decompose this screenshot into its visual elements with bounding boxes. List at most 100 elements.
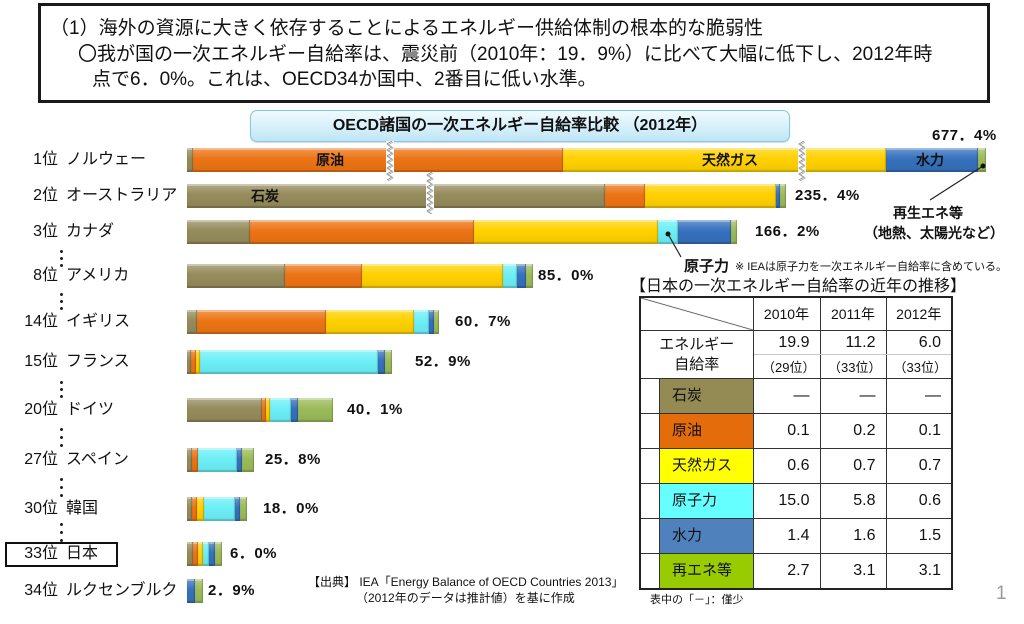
source-label-cell: 石炭: [639, 378, 754, 414]
bar-segment-oil: [190, 350, 196, 374]
rank-label: 20位: [24, 401, 58, 418]
bar-segment-coal: [187, 264, 286, 288]
ellipsis-dot: [60, 539, 63, 542]
bar-segment-coal: [187, 448, 192, 472]
table-corner-cell: [639, 296, 754, 331]
bar-segment-coal: [187, 542, 193, 566]
bar-segment-hydro: [187, 579, 195, 603]
renewables-callout-sublabel: （地熱、太陽光など）: [864, 225, 1004, 241]
bar-segment-gas: [198, 542, 204, 566]
ellipsis-dot: [60, 293, 63, 296]
bar-total-label: 235．4%: [795, 187, 860, 204]
bar-segment-hydro: [237, 448, 243, 472]
nuclear-callout-label: 原子力: [684, 258, 730, 275]
bar-segment-hydro: [291, 398, 299, 422]
ellipsis-dot: [60, 531, 63, 534]
axis-break-mark: [386, 140, 394, 182]
bar-segment-oil: [604, 184, 645, 208]
rank-label: 3位: [33, 223, 58, 240]
summary-text-line: 点で6．0%。これは、OECD34か国中、2番目に低い水準。: [92, 69, 597, 90]
country-label: フランス: [66, 353, 130, 370]
ellipsis-dot: [60, 478, 63, 481]
rank-label: 15位: [24, 353, 58, 370]
self-sufficiency-rank: （33位）: [819, 354, 887, 379]
table-title: 【日本の一次エネルギー自給率の近年の推移】: [630, 278, 967, 295]
bar-segment-renewables: [215, 542, 222, 566]
bar-segment-renewables: [526, 264, 533, 288]
source-citation: 【出典】 IEA「Energy Balance of OECD Countrie…: [308, 575, 624, 589]
bar-segment-gas: [474, 220, 659, 244]
bar-segment-hydro: [885, 148, 978, 172]
rank-label: 14位: [24, 313, 58, 330]
ellipsis-dot: [60, 494, 63, 497]
bar-segment-gas: [266, 398, 270, 422]
self-sufficiency-label-line2: 自給率: [674, 355, 720, 373]
table-value-cell: 1.4: [752, 518, 821, 554]
country-label: 韓国: [66, 500, 99, 517]
bar-segment-coal: [187, 310, 197, 334]
table-value-cell: —: [819, 378, 887, 414]
bar-segment-hydro: [775, 184, 780, 208]
stacked-bar: [187, 497, 247, 521]
self-sufficiency-value: 11.2: [819, 330, 887, 355]
ellipsis-dot: [60, 381, 63, 384]
ellipsis-dot: [60, 300, 63, 303]
ellipsis-dot: [60, 388, 63, 391]
bar-segment-gas: [195, 350, 200, 374]
table-value-cell: 5.8: [819, 483, 887, 519]
bar-segment-nuclear: [204, 497, 235, 521]
bar-segment-nuclear: [270, 398, 292, 422]
table-value-cell: 0.2: [819, 413, 887, 449]
source-label-0: 石炭: [659, 379, 753, 413]
bar-segment-oil: [262, 398, 266, 422]
bar-total-label: 60．7%: [455, 313, 511, 330]
bar-segment-renewables: [977, 148, 986, 172]
bar-segment-coal: [187, 184, 605, 208]
rank-label: 30位: [24, 500, 58, 517]
ellipsis-dot: [60, 523, 63, 526]
rank-label: 33位: [24, 545, 58, 562]
bar-segment-hydro: [378, 350, 386, 374]
rank-label: 2位: [33, 187, 58, 204]
source-label-4: 水力: [659, 519, 753, 553]
bar-segment-nuclear: [503, 264, 518, 288]
bar-segment-oil: [196, 310, 327, 334]
stacked-bar: [187, 350, 392, 374]
ellipsis-dot: [60, 395, 63, 398]
bar-total-label: 166．2%: [755, 223, 820, 240]
bar-segment-oil: [192, 542, 199, 566]
bar-segment-renewables: [385, 350, 392, 374]
summary-text-line: 〇我が国の一次エネルギー自給率は、震災前（2010年：19．9%）に比べて大幅に…: [78, 44, 933, 65]
source-label-cell: 水力: [639, 518, 754, 554]
table-footnote: 表中の「－」：僅少: [650, 594, 744, 606]
bar-total-label: 52．9%: [415, 353, 471, 370]
table-row: 再エネ等 2.7 3.1 3.1: [639, 553, 953, 590]
self-sufficiency-label-line1: エネルギー: [659, 335, 735, 353]
bar-total-label: 40．1%: [347, 401, 403, 418]
rank-label: 8位: [33, 267, 58, 284]
ellipsis-dot: [60, 257, 63, 260]
bar-segment-renewables: [242, 448, 254, 472]
bar-segment-oil: [191, 448, 198, 472]
ellipsis-dot: [60, 486, 63, 489]
source-label-cell: 天然ガス: [639, 448, 754, 484]
table-value-cell: 3.1: [819, 553, 887, 590]
self-sufficiency-row: エネルギー 自給率 19.9 11.2 6.0: [639, 330, 953, 379]
bar-segment-oil: [285, 264, 363, 288]
country-label: アメリカ: [66, 267, 130, 284]
table-row: 天然ガス 0.6 0.7 0.7: [639, 448, 953, 484]
bar-total-label: 677．4%: [932, 127, 997, 144]
bar-segment-nuclear: [203, 542, 210, 566]
stacked-bar: [187, 220, 737, 244]
bar-segment-hydro: [209, 542, 215, 566]
source-label-cell: 原油: [639, 413, 754, 449]
rank-label: 1位: [33, 151, 58, 168]
bar-total-label: 18．0%: [263, 500, 319, 517]
table-value-cell: 3.1: [885, 553, 953, 590]
bar-segment-nuclear: [658, 220, 679, 244]
rank-label: 34位: [24, 582, 58, 599]
bar-total-label: 2．9%: [208, 582, 256, 599]
country-label: ノルウェー: [66, 151, 147, 168]
stacked-bar: 原油 天然ガス 水力: [187, 148, 986, 172]
